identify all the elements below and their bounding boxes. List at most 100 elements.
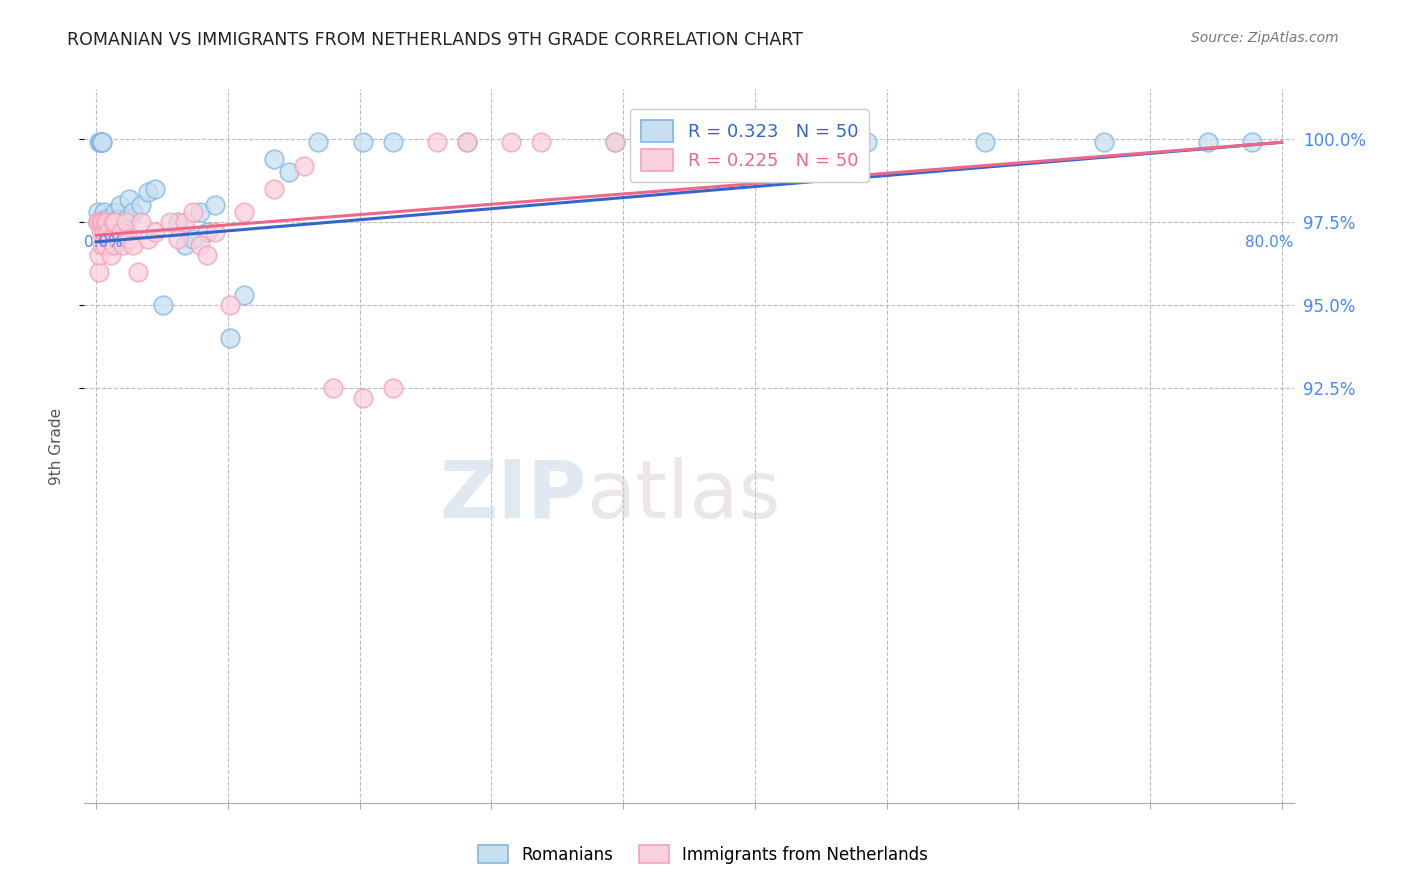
- Point: [603, 136, 626, 150]
- Legend: Romanians, Immigrants from Netherlands: Romanians, Immigrants from Netherlands: [471, 838, 935, 871]
- Text: 80.0%: 80.0%: [1246, 235, 1294, 251]
- Point: [86, 215, 108, 229]
- Point: [89, 265, 111, 279]
- Point: [145, 182, 167, 196]
- Point: [218, 298, 240, 312]
- Point: [381, 381, 404, 395]
- Point: [107, 211, 129, 226]
- Point: [98, 225, 121, 239]
- Point: [115, 215, 138, 229]
- Point: [90, 136, 112, 150]
- Point: [136, 231, 159, 245]
- Point: [381, 136, 404, 150]
- Point: [678, 136, 700, 150]
- Point: [110, 225, 132, 239]
- Point: [91, 238, 114, 252]
- Point: [90, 215, 112, 229]
- Y-axis label: 9th Grade: 9th Grade: [49, 408, 63, 484]
- Point: [204, 198, 226, 212]
- Point: [855, 136, 877, 150]
- Point: [122, 205, 145, 219]
- Point: [188, 238, 211, 252]
- Point: [118, 192, 141, 206]
- Point: [97, 231, 120, 245]
- Point: [188, 205, 211, 219]
- Legend: R = 0.323   N = 50, R = 0.225   N = 50: R = 0.323 N = 50, R = 0.225 N = 50: [630, 109, 869, 182]
- Point: [111, 238, 134, 252]
- Point: [723, 136, 745, 150]
- Point: [96, 215, 118, 229]
- Point: [89, 215, 111, 229]
- Point: [322, 381, 344, 395]
- Point: [107, 231, 129, 245]
- Point: [101, 211, 124, 226]
- Point: [456, 136, 478, 150]
- Point: [1092, 136, 1115, 150]
- Point: [96, 225, 118, 239]
- Point: [97, 225, 120, 239]
- Point: [91, 215, 114, 229]
- Point: [90, 225, 112, 239]
- Point: [94, 215, 117, 229]
- Point: [456, 136, 478, 150]
- Point: [101, 215, 124, 229]
- Point: [94, 211, 117, 226]
- Point: [152, 298, 174, 312]
- Point: [104, 205, 127, 219]
- Point: [530, 136, 553, 150]
- Point: [86, 215, 108, 229]
- Point: [89, 248, 111, 262]
- Point: [122, 238, 145, 252]
- Point: [166, 215, 188, 229]
- Point: [603, 136, 626, 150]
- Point: [100, 248, 122, 262]
- Text: ROMANIAN VS IMMIGRANTS FROM NETHERLANDS 9TH GRADE CORRELATION CHART: ROMANIAN VS IMMIGRANTS FROM NETHERLANDS …: [67, 31, 803, 49]
- Point: [96, 215, 118, 229]
- Point: [89, 136, 111, 150]
- Text: 0.0%: 0.0%: [84, 235, 124, 251]
- Point: [129, 198, 152, 212]
- Point: [501, 136, 523, 150]
- Point: [98, 231, 121, 245]
- Point: [159, 215, 181, 229]
- Point: [1240, 136, 1263, 150]
- Point: [277, 165, 299, 179]
- Point: [181, 231, 204, 245]
- Text: ZIP: ZIP: [439, 457, 586, 535]
- Point: [136, 185, 159, 199]
- Point: [218, 331, 240, 345]
- Point: [233, 288, 256, 302]
- Point: [352, 136, 374, 150]
- Point: [103, 238, 125, 252]
- Point: [174, 238, 197, 252]
- Point: [100, 238, 122, 252]
- Point: [86, 205, 108, 219]
- Point: [115, 211, 138, 226]
- Point: [752, 136, 775, 150]
- Point: [91, 136, 114, 150]
- Point: [111, 225, 134, 239]
- Point: [181, 205, 204, 219]
- Point: [1197, 136, 1219, 150]
- Point: [166, 231, 188, 245]
- Point: [127, 265, 149, 279]
- Point: [93, 215, 115, 229]
- Point: [93, 205, 115, 219]
- Point: [308, 136, 330, 150]
- Point: [233, 205, 256, 219]
- Point: [90, 136, 112, 150]
- Point: [86, 215, 108, 229]
- Point: [292, 159, 315, 173]
- Point: [91, 136, 114, 150]
- Point: [93, 225, 115, 239]
- Point: [352, 391, 374, 405]
- Point: [825, 136, 848, 150]
- Point: [204, 225, 226, 239]
- Point: [974, 136, 997, 150]
- Text: Source: ZipAtlas.com: Source: ZipAtlas.com: [1191, 31, 1339, 45]
- Point: [263, 152, 285, 166]
- Point: [104, 215, 127, 229]
- Point: [263, 182, 285, 196]
- Point: [426, 136, 449, 150]
- Point: [195, 248, 218, 262]
